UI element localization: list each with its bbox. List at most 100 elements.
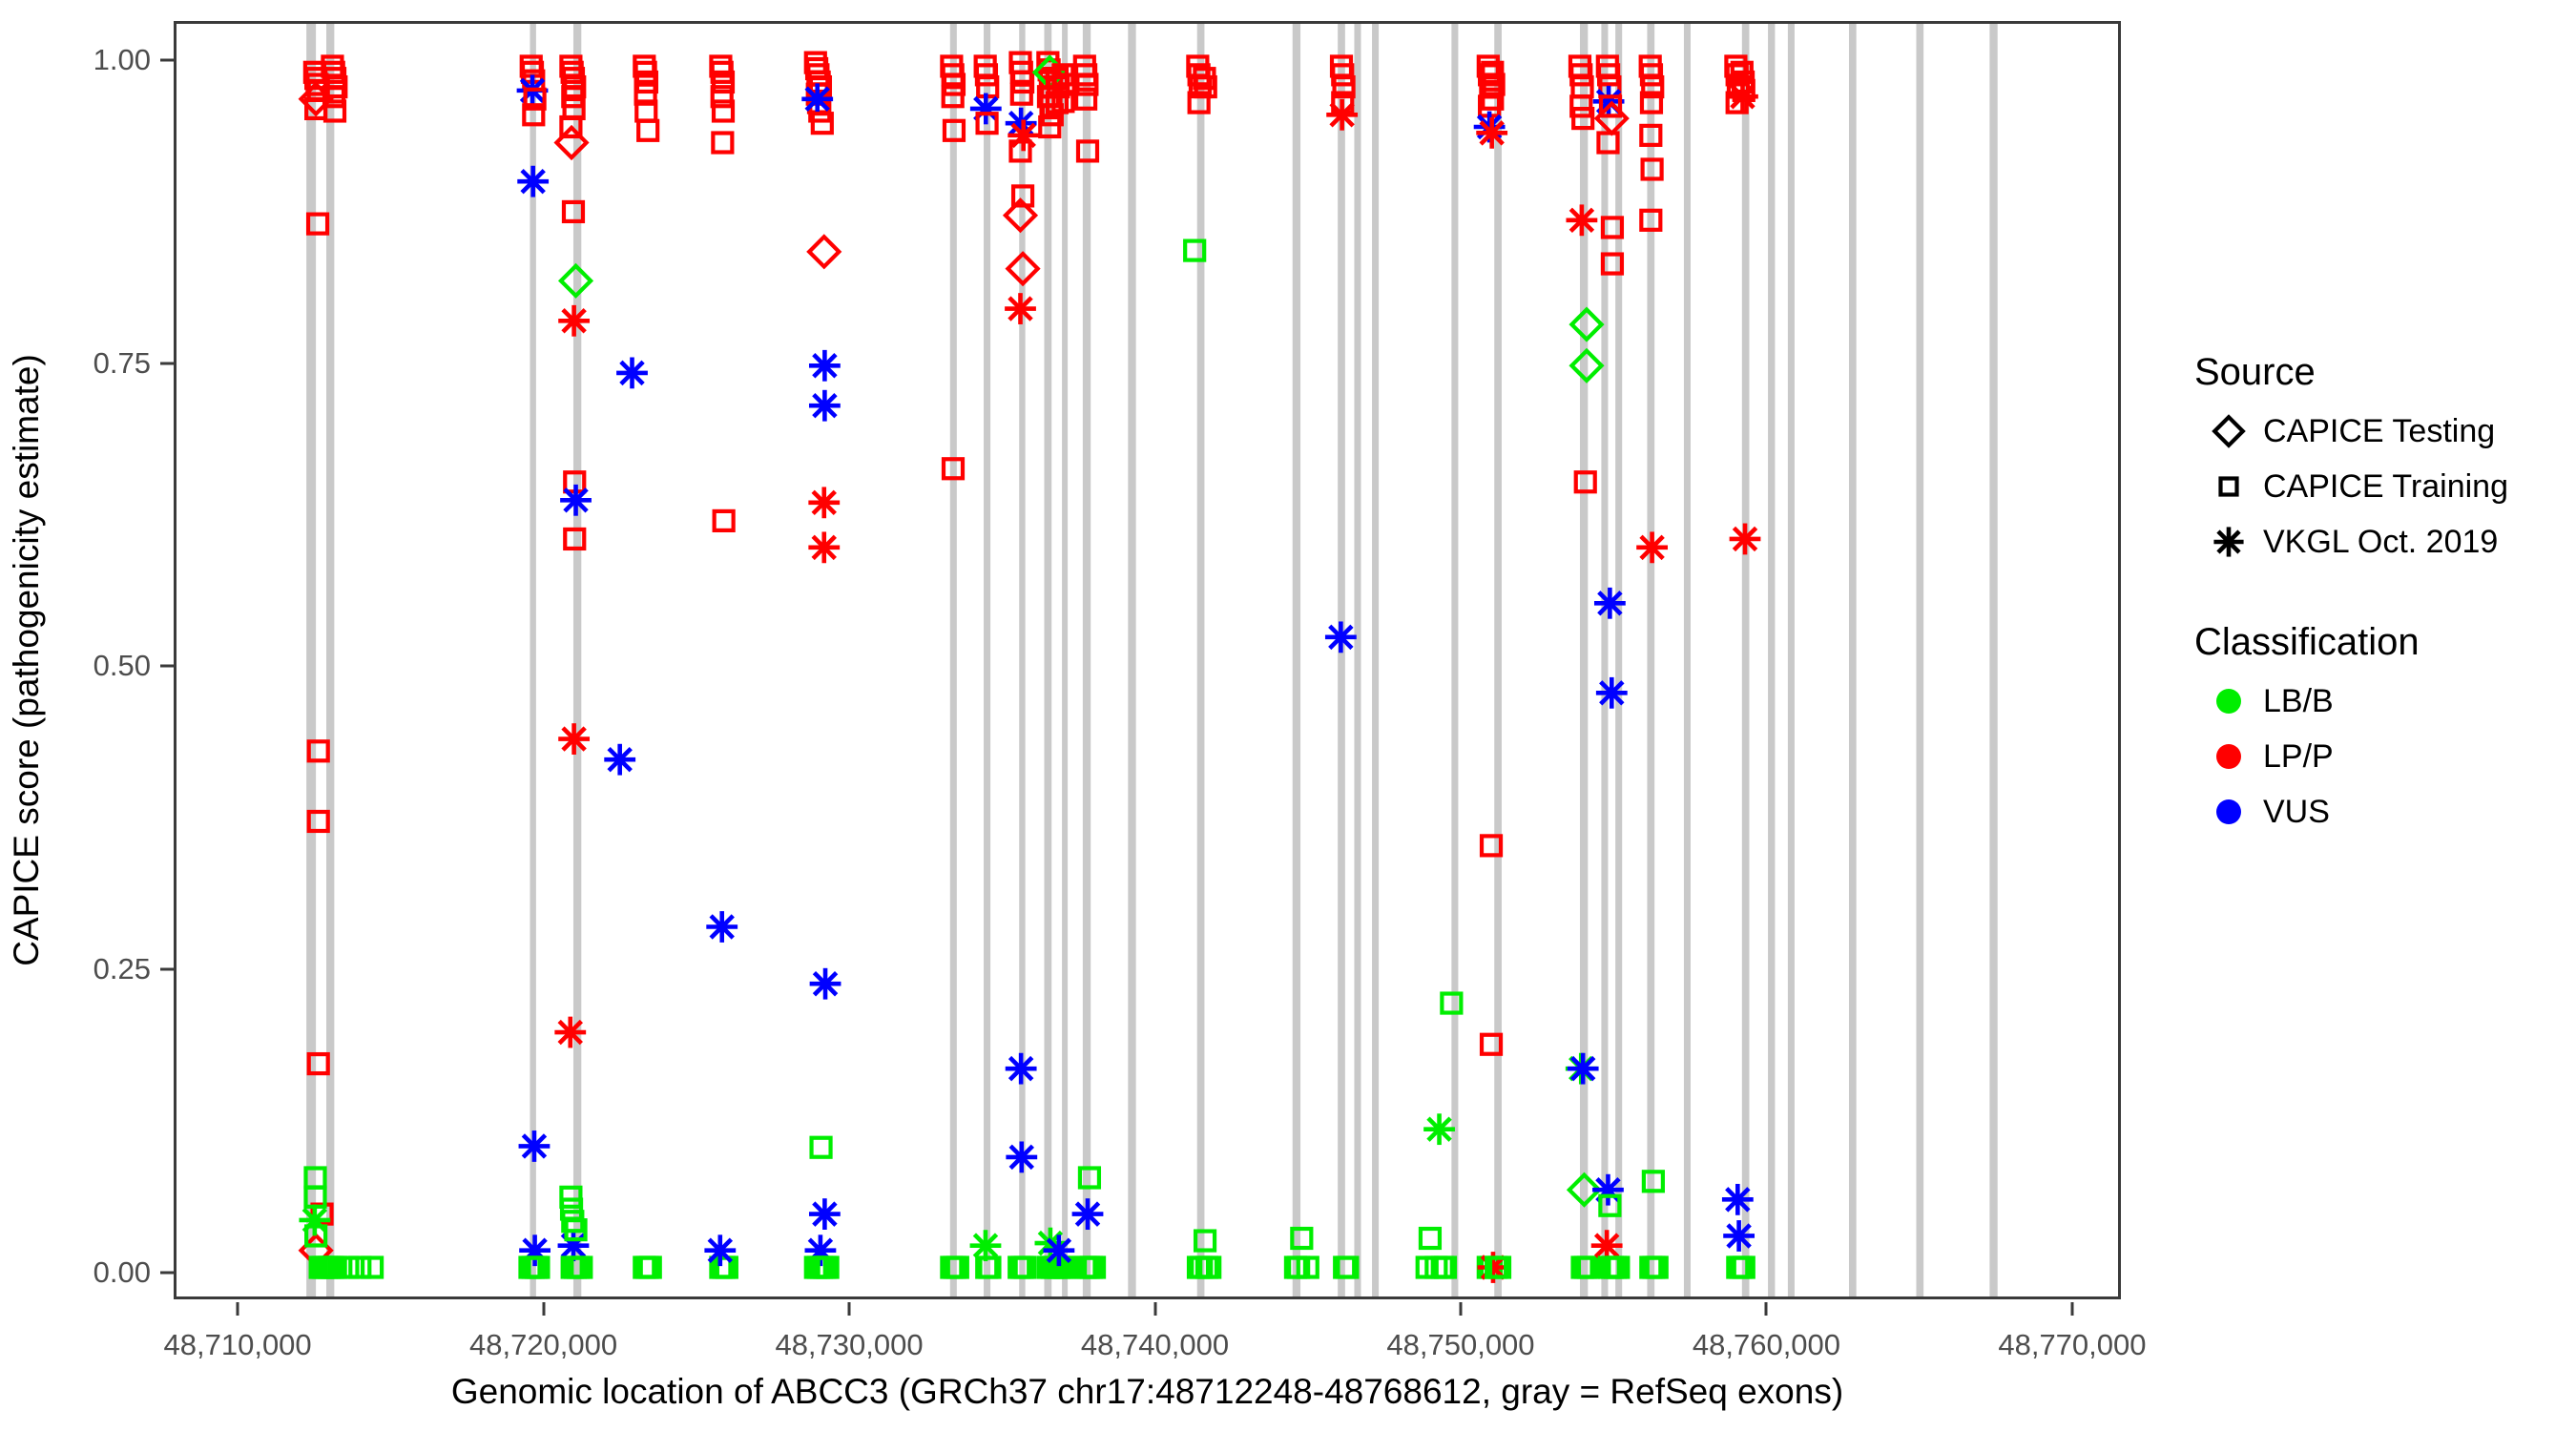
legend-item-classification[interactable]: LP/P bbox=[2194, 729, 2576, 784]
exon-band bbox=[1848, 24, 1857, 1296]
exon-band bbox=[1019, 24, 1026, 1296]
legend-key bbox=[2194, 731, 2263, 782]
data-point bbox=[523, 87, 547, 111]
data-point bbox=[1573, 470, 1597, 494]
square-icon bbox=[2218, 476, 2239, 497]
data-point bbox=[1183, 238, 1207, 262]
y-tick-label: 1.00 bbox=[93, 43, 151, 77]
y-tick-mark bbox=[160, 362, 174, 365]
asterisk-icon bbox=[2213, 527, 2244, 557]
data-point bbox=[557, 262, 594, 299]
exon-band bbox=[1292, 24, 1301, 1296]
legend-item-label: CAPICE Training bbox=[2263, 467, 2508, 505]
data-point bbox=[1005, 251, 1041, 287]
x-tick-mark bbox=[2070, 1302, 2074, 1316]
data-point bbox=[1481, 60, 1505, 84]
data-point bbox=[711, 70, 736, 94]
data-point bbox=[348, 1255, 372, 1279]
data-point bbox=[809, 389, 841, 422]
data-point bbox=[1051, 90, 1075, 114]
data-point bbox=[304, 1224, 328, 1248]
data-point bbox=[1600, 252, 1625, 276]
data-point bbox=[941, 85, 965, 109]
data-point bbox=[1071, 1198, 1104, 1231]
data-point bbox=[710, 85, 734, 109]
exon-band bbox=[1354, 24, 1361, 1296]
y-tick-label: 0.75 bbox=[93, 345, 151, 380]
exon-band bbox=[1196, 24, 1205, 1296]
data-point bbox=[1005, 1052, 1037, 1085]
data-point bbox=[518, 1130, 551, 1162]
data-point bbox=[1082, 1255, 1107, 1279]
data-point bbox=[809, 967, 841, 1000]
exon-band bbox=[306, 24, 317, 1296]
data-point bbox=[1593, 587, 1626, 619]
data-point bbox=[969, 1230, 1002, 1262]
data-point bbox=[1006, 1141, 1038, 1173]
x-tick-mark bbox=[1764, 1302, 1768, 1316]
legend-key bbox=[2194, 516, 2263, 568]
data-point bbox=[634, 70, 658, 94]
data-point bbox=[810, 112, 834, 135]
data-point bbox=[711, 131, 735, 155]
data-point bbox=[1440, 991, 1464, 1015]
y-tick-label: 0.00 bbox=[93, 1255, 151, 1289]
x-tick-label: 48,720,000 bbox=[468, 1328, 618, 1361]
legend-source-block: Source CAPICE Testing CAPICE Training VKGL… bbox=[2194, 351, 2576, 570]
data-point bbox=[816, 1255, 840, 1279]
legend-item-label: VUS bbox=[2263, 793, 2330, 830]
data-point bbox=[975, 112, 999, 135]
data-point bbox=[522, 103, 546, 127]
data-point bbox=[1641, 74, 1665, 99]
exon-band bbox=[1768, 24, 1776, 1296]
data-point bbox=[310, 1202, 334, 1226]
dot-icon bbox=[2216, 689, 2241, 714]
legend-classification-rows: LB/B LP/P VUS bbox=[2194, 674, 2576, 840]
x-tick-mark bbox=[1153, 1302, 1156, 1316]
y-tick-mark bbox=[160, 664, 174, 668]
y-tick-mark bbox=[160, 58, 174, 62]
data-point bbox=[1639, 123, 1663, 147]
data-point bbox=[322, 99, 347, 123]
exon-band bbox=[1741, 24, 1750, 1296]
data-point bbox=[1187, 91, 1211, 114]
data-point bbox=[1732, 78, 1755, 102]
data-point bbox=[1193, 1229, 1217, 1253]
data-point bbox=[305, 212, 330, 236]
x-tick-mark bbox=[542, 1302, 546, 1316]
data-point bbox=[1290, 1226, 1314, 1251]
plot-panel bbox=[174, 21, 2121, 1299]
legend-item-source[interactable]: CAPICE Testing bbox=[2194, 404, 2576, 459]
data-point bbox=[1073, 87, 1098, 111]
legend-key bbox=[2194, 461, 2263, 512]
data-point bbox=[809, 1135, 833, 1159]
exon-band bbox=[1338, 24, 1345, 1296]
data-point bbox=[1324, 621, 1357, 653]
data-point bbox=[303, 1166, 327, 1190]
data-point bbox=[604, 743, 636, 776]
y-tick-mark bbox=[160, 1271, 174, 1275]
exon-band bbox=[1683, 24, 1691, 1296]
legend-item-source[interactable]: VKGL Oct. 2019 bbox=[2194, 514, 2576, 570]
data-point bbox=[1590, 1230, 1623, 1262]
legend-classification-title: Classification bbox=[2194, 621, 2420, 663]
legend-item-classification[interactable]: LB/B bbox=[2194, 674, 2576, 729]
data-point bbox=[1639, 63, 1664, 87]
exon-band bbox=[326, 24, 335, 1296]
x-tick-label: 48,740,000 bbox=[1080, 1328, 1230, 1361]
data-point bbox=[809, 1198, 841, 1231]
data-point bbox=[1569, 63, 1593, 87]
data-point bbox=[559, 1185, 583, 1209]
legend-key bbox=[2194, 675, 2263, 727]
scatter-plot-svg bbox=[298, 24, 1998, 1296]
legend-item-classification[interactable]: VUS bbox=[2194, 784, 2576, 840]
legend-item-label: LP/P bbox=[2263, 737, 2334, 775]
data-point bbox=[560, 484, 592, 516]
data-point bbox=[306, 809, 330, 834]
legend-item-source[interactable]: CAPICE Training bbox=[2194, 459, 2576, 514]
data-point bbox=[638, 1255, 662, 1279]
data-point bbox=[974, 63, 999, 87]
exon-band bbox=[1647, 24, 1655, 1296]
data-point bbox=[1043, 1234, 1075, 1267]
data-point bbox=[1568, 347, 1605, 384]
